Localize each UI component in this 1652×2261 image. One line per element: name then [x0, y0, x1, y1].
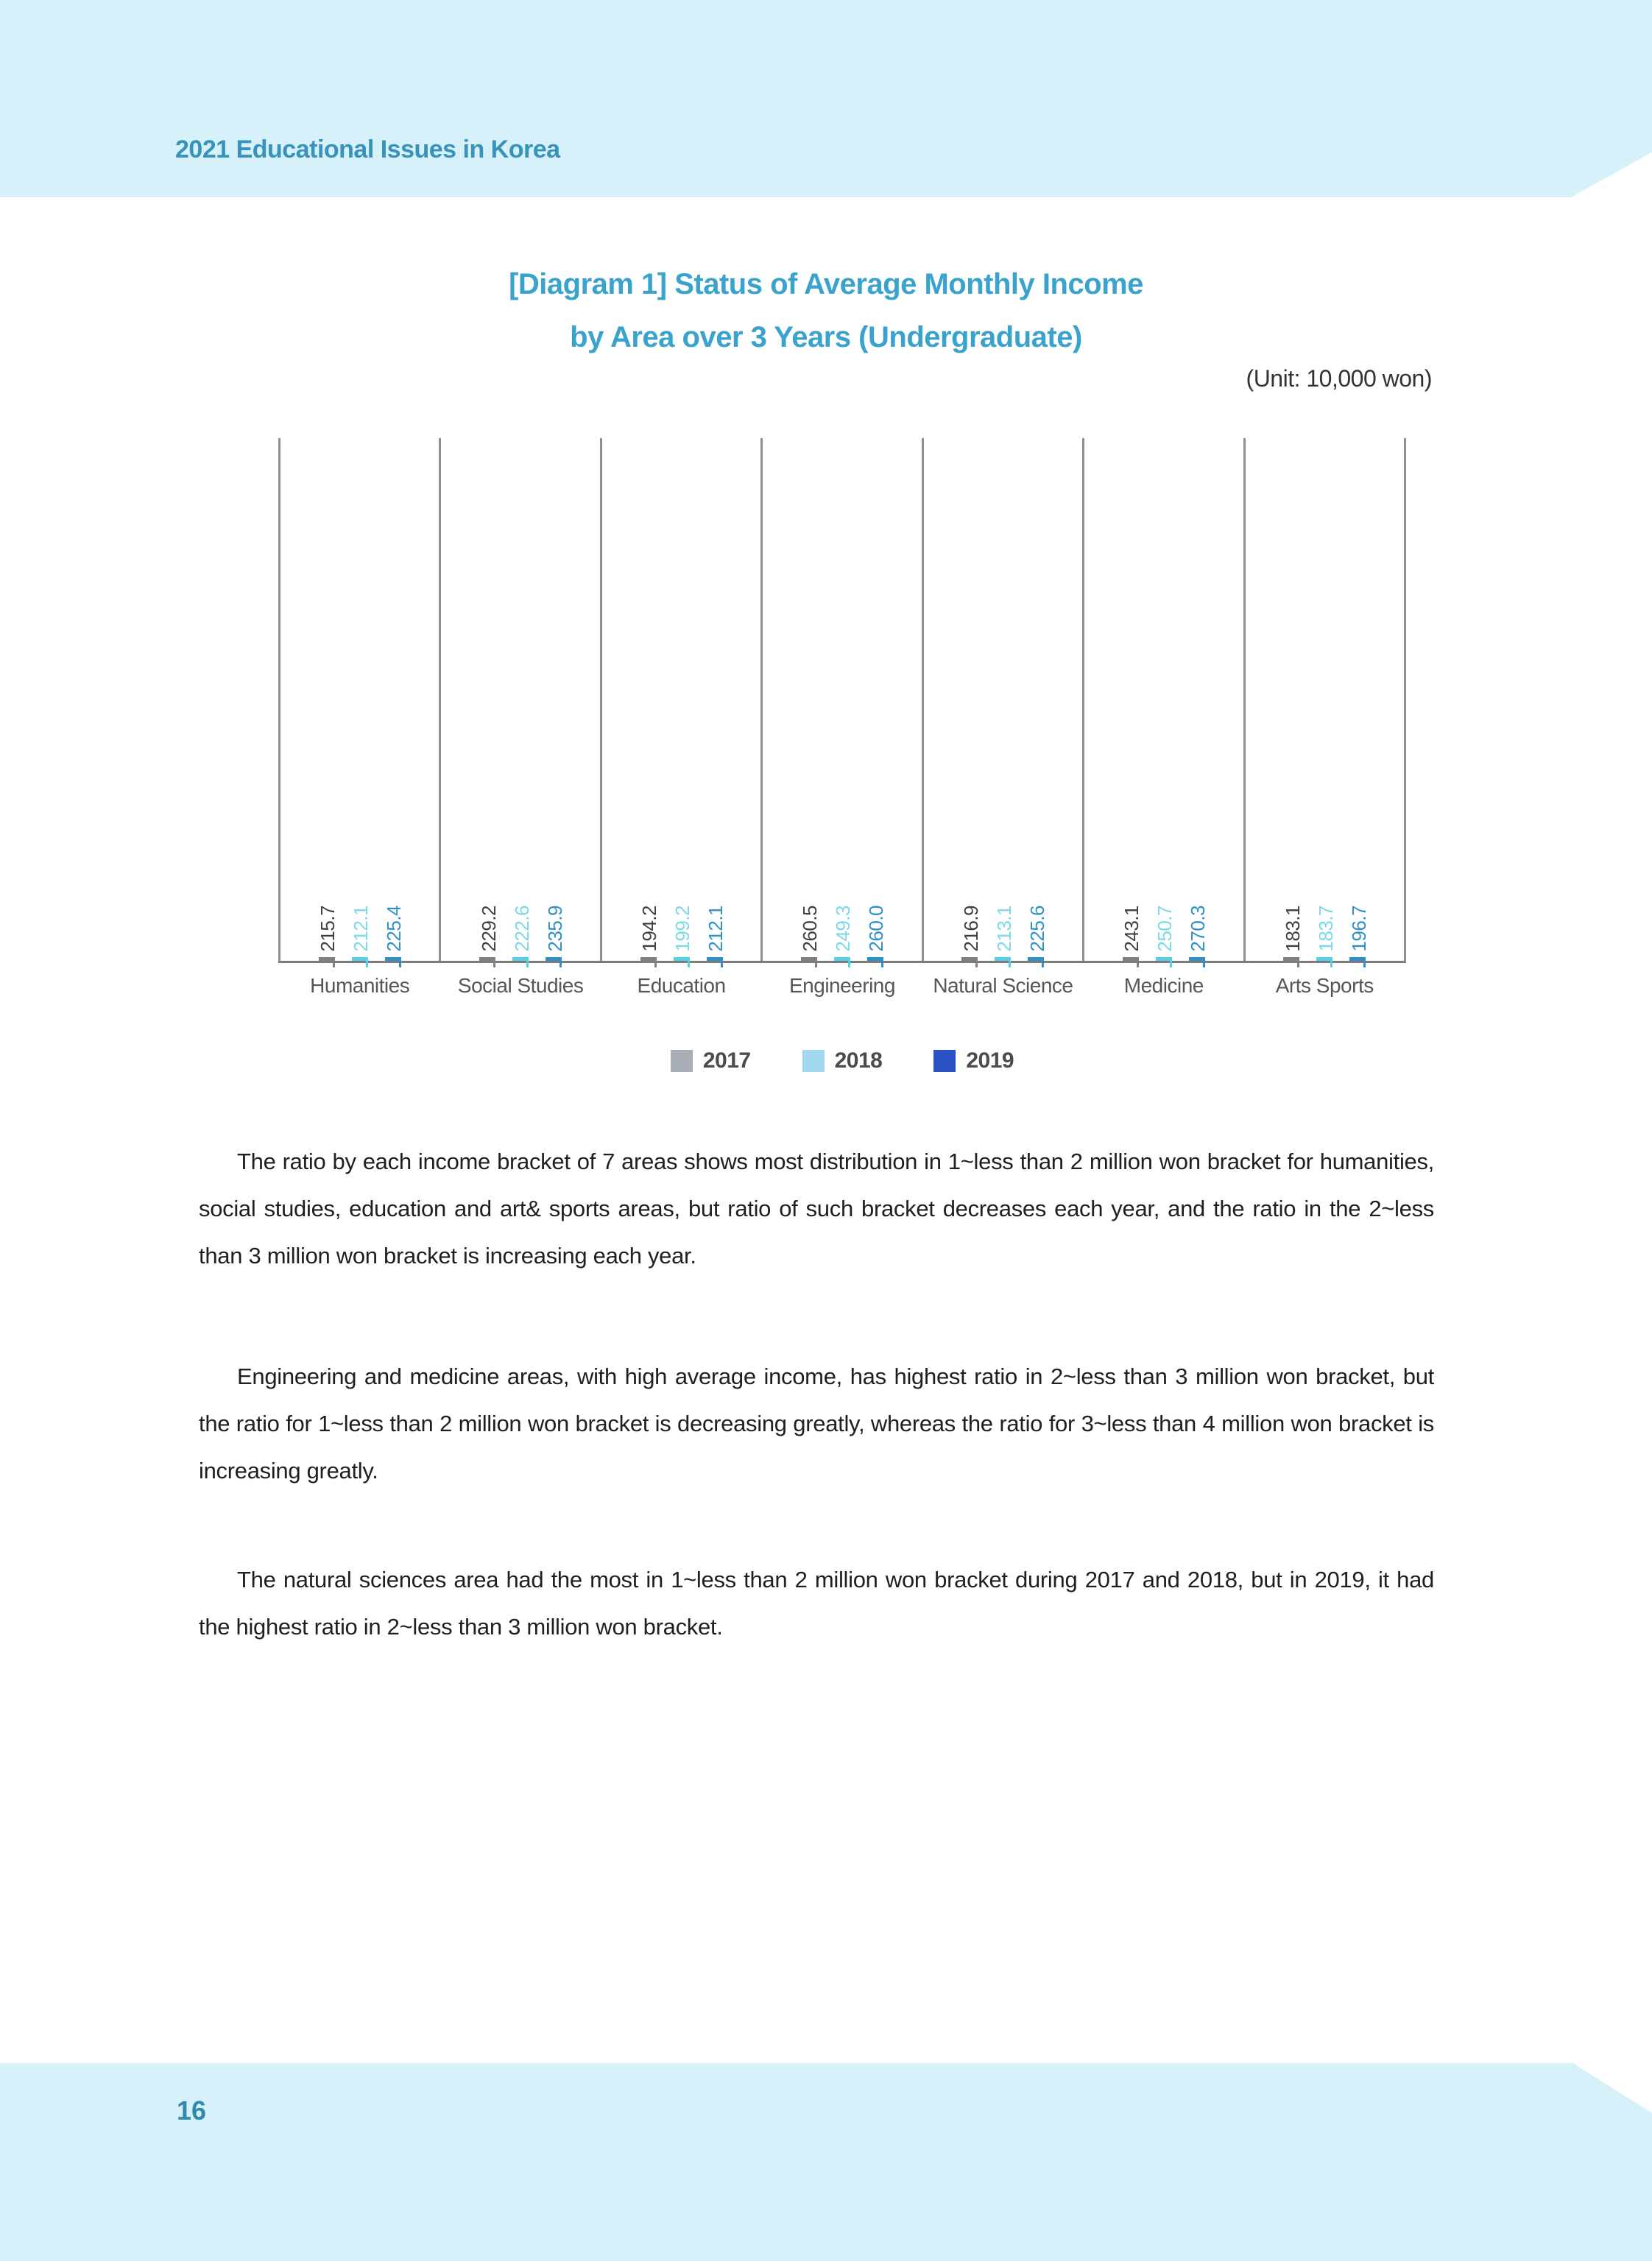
- bar-2017: 229.2: [478, 906, 500, 967]
- bars-arts-sports: 183.1 183.7 196.7: [1246, 906, 1404, 967]
- category-group-engineering: 260.5 249.3 260.0 Engineering: [760, 438, 921, 997]
- legend-label: 2018: [834, 1048, 883, 1073]
- bar-2017: 216.9: [960, 906, 982, 967]
- legend-label: 2019: [966, 1048, 1014, 1073]
- bars-education: 194.2 199.2 212.1: [602, 906, 760, 967]
- bar-2018: 183.7: [1315, 906, 1337, 967]
- bar-value-label: 225.4: [383, 906, 406, 952]
- legend-swatch-2019: [933, 1050, 956, 1072]
- x-axis-label: Arts Sports: [1275, 974, 1374, 997]
- unit-note: (Unit: 10,000 won): [1246, 365, 1433, 392]
- bar-value-label: 229.2: [477, 906, 500, 952]
- bar-value-label: 270.3: [1187, 906, 1210, 952]
- bars-natural-science: 216.9 213.1 225.6: [924, 906, 1082, 967]
- bar-2017: 215.7: [317, 906, 339, 967]
- bar-value-label: 212.1: [705, 906, 727, 952]
- category-group-medicine: 243.1 250.7 270.3 Medicine: [1082, 438, 1243, 997]
- category-group-education: 194.2 199.2 212.1 Education: [599, 438, 760, 997]
- bars-medicine: 243.1 250.7 270.3: [1084, 906, 1243, 967]
- bar-2019: 260.0: [865, 906, 887, 967]
- legend-swatch-2017: [670, 1050, 693, 1072]
- bars-social-studies: 229.2 222.6 235.9: [441, 906, 599, 967]
- paragraph-engineering-medicine: Engineering and medicine areas, with hig…: [199, 1364, 1434, 1484]
- chart-legend: 2017 2018 2019: [278, 1048, 1406, 1073]
- bar-value-label: 250.7: [1154, 906, 1176, 952]
- legend-item-2019: 2019: [933, 1048, 1014, 1073]
- bar-2018: 222.6: [511, 906, 533, 967]
- bars-engineering: 260.5 249.3 260.0: [763, 906, 921, 967]
- x-axis-label: Engineering: [789, 974, 895, 997]
- bar-value-label: 212.1: [350, 906, 373, 952]
- diagram-title-line2: by Area over 3 Years (Undergraduate): [570, 321, 1082, 353]
- diagram-title: [Diagram 1] Status of Average Monthly In…: [0, 258, 1652, 364]
- bar-2018: 250.7: [1154, 906, 1176, 967]
- bar-chart-plot-area: 215.7 212.1 225.4 Humanities 229.2 222.6 235.9…: [278, 438, 1406, 997]
- bar-value-label: 196.7: [1347, 906, 1370, 952]
- bar-2017: 194.2: [638, 906, 660, 967]
- bar-value-label: 194.2: [638, 906, 661, 952]
- x-axis-label: Education: [637, 974, 727, 997]
- category-group-humanities: 215.7 212.1 225.4 Humanities: [278, 438, 439, 997]
- bar-2019: 212.1: [705, 906, 727, 967]
- category-group-natural-science: 216.9 213.1 225.6 Natural Science: [921, 438, 1082, 997]
- bar-value-label: 225.6: [1026, 906, 1048, 952]
- bar-value-label: 216.9: [959, 906, 982, 952]
- x-axis-label: Humanities: [310, 974, 410, 997]
- bars-humanities: 215.7 212.1 225.4: [280, 906, 439, 967]
- bar-2019: 196.7: [1348, 906, 1370, 967]
- category-group-social-studies: 229.2 222.6 235.9 Social Studies: [439, 438, 599, 997]
- legend-item-2018: 2018: [802, 1048, 883, 1073]
- bar-2019: 225.4: [383, 906, 405, 967]
- bar-value-label: 235.9: [543, 906, 566, 952]
- bar-value-label: 243.1: [1120, 906, 1143, 952]
- bar-2019: 225.6: [1026, 906, 1048, 967]
- bar-value-label: 260.0: [865, 906, 888, 952]
- bar-2017: 183.1: [1282, 906, 1304, 967]
- bottom-footer-band: [0, 2063, 1652, 2261]
- document-header-title: 2021 Educational Issues in Korea: [175, 135, 560, 163]
- bar-2018: 212.1: [350, 906, 372, 967]
- bar-2017: 243.1: [1120, 906, 1143, 967]
- x-axis-label: Social Studies: [457, 974, 584, 997]
- bar-2019: 270.3: [1187, 906, 1209, 967]
- bar-value-label: 183.1: [1281, 906, 1304, 952]
- bar-value-label: 213.1: [992, 906, 1015, 952]
- bar-value-label: 183.7: [1314, 906, 1337, 952]
- x-axis-label: Medicine: [1123, 974, 1204, 997]
- bar-2017: 260.5: [799, 906, 821, 967]
- legend-swatch-2018: [802, 1050, 825, 1072]
- bar-value-label: 249.3: [832, 906, 855, 952]
- x-axis-label: Natural Science: [933, 974, 1073, 997]
- bar-2018: 249.3: [832, 906, 854, 967]
- bar-value-label: 222.6: [510, 906, 533, 952]
- bar-2018: 199.2: [671, 906, 693, 967]
- bar-value-label: 199.2: [671, 906, 694, 952]
- bar-2019: 235.9: [544, 906, 566, 967]
- bar-2018: 213.1: [993, 906, 1015, 967]
- page-number: 16: [177, 2095, 207, 2126]
- bar-value-label: 215.7: [317, 906, 339, 952]
- diagram-title-line1: [Diagram 1] Status of Average Monthly In…: [509, 268, 1143, 300]
- legend-item-2017: 2017: [670, 1048, 751, 1073]
- category-group-arts-sports: 183.1 183.7 196.7 Arts Sports: [1243, 438, 1404, 997]
- bar-value-label: 260.5: [799, 906, 822, 952]
- paragraph-income-bracket-ratio: The ratio by each income bracket of 7 ar…: [199, 1149, 1434, 1269]
- top-header-band: [0, 0, 1652, 197]
- paragraph-natural-sciences: The natural sciences area had the most i…: [199, 1567, 1434, 1640]
- legend-label: 2017: [702, 1048, 751, 1073]
